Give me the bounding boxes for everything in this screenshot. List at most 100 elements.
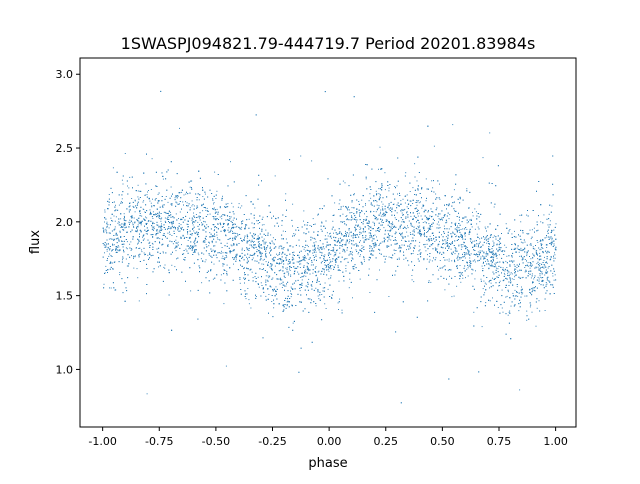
data-point bbox=[271, 295, 273, 296]
data-point bbox=[462, 228, 464, 230]
data-point bbox=[229, 251, 231, 253]
data-point bbox=[224, 270, 226, 271]
data-point bbox=[448, 260, 450, 262]
data-point bbox=[420, 233, 422, 235]
data-point bbox=[185, 280, 186, 282]
data-point bbox=[331, 297, 332, 299]
data-point bbox=[372, 254, 374, 256]
data-point bbox=[201, 222, 202, 224]
data-point bbox=[168, 294, 170, 296]
data-point bbox=[454, 253, 456, 255]
data-point bbox=[492, 277, 493, 279]
data-point bbox=[303, 265, 305, 267]
data-point bbox=[158, 247, 160, 249]
data-point bbox=[426, 188, 428, 190]
data-point bbox=[324, 271, 325, 273]
data-point bbox=[297, 266, 299, 268]
data-point bbox=[166, 219, 168, 220]
data-point bbox=[330, 268, 332, 270]
data-point bbox=[546, 272, 548, 274]
data-point bbox=[540, 258, 542, 260]
data-point bbox=[485, 260, 486, 262]
data-point bbox=[241, 205, 243, 207]
data-point bbox=[187, 211, 188, 213]
data-point bbox=[351, 212, 353, 213]
data-point bbox=[281, 253, 283, 255]
data-point bbox=[468, 221, 469, 223]
data-point bbox=[342, 180, 344, 182]
data-point bbox=[532, 253, 534, 255]
data-point bbox=[145, 216, 146, 218]
data-point bbox=[229, 252, 231, 254]
data-point bbox=[220, 274, 222, 276]
data-point bbox=[281, 279, 283, 281]
data-point bbox=[393, 203, 395, 205]
data-point bbox=[489, 300, 491, 302]
data-point bbox=[200, 258, 202, 260]
data-point bbox=[168, 219, 170, 220]
data-point bbox=[141, 249, 142, 251]
data-point bbox=[242, 256, 244, 258]
data-point bbox=[515, 271, 516, 273]
data-point bbox=[189, 248, 191, 250]
data-point bbox=[360, 227, 362, 229]
data-point bbox=[250, 213, 252, 215]
data-point bbox=[278, 225, 279, 227]
data-point bbox=[137, 277, 139, 279]
data-point bbox=[276, 288, 278, 290]
data-point bbox=[291, 294, 293, 295]
data-point bbox=[197, 289, 199, 291]
data-point bbox=[344, 258, 346, 260]
data-point bbox=[403, 254, 405, 256]
data-point bbox=[130, 241, 132, 243]
data-point bbox=[498, 254, 500, 256]
data-point bbox=[416, 200, 418, 201]
data-point bbox=[507, 291, 509, 293]
data-point bbox=[188, 248, 190, 250]
data-point bbox=[469, 228, 471, 230]
data-point bbox=[481, 265, 483, 267]
data-point bbox=[429, 235, 431, 237]
data-point bbox=[222, 222, 224, 224]
data-point bbox=[237, 235, 239, 237]
data-point bbox=[463, 255, 465, 257]
data-point bbox=[437, 243, 439, 245]
data-point bbox=[346, 249, 348, 251]
data-point bbox=[510, 282, 512, 284]
data-point bbox=[265, 295, 267, 297]
data-point bbox=[175, 250, 177, 252]
data-point bbox=[183, 258, 185, 260]
data-point bbox=[382, 224, 383, 226]
data-point bbox=[227, 215, 229, 217]
data-point bbox=[346, 215, 348, 217]
data-point bbox=[474, 240, 476, 242]
data-point bbox=[193, 230, 195, 232]
data-point bbox=[278, 247, 280, 249]
data-point bbox=[498, 285, 500, 287]
data-point bbox=[489, 263, 491, 265]
data-point bbox=[380, 242, 382, 244]
data-point bbox=[166, 217, 168, 219]
data-point bbox=[217, 238, 219, 240]
data-point bbox=[216, 231, 218, 233]
data-point bbox=[177, 241, 179, 243]
data-point bbox=[539, 274, 541, 276]
data-point bbox=[189, 233, 191, 235]
data-point bbox=[463, 217, 465, 219]
data-point bbox=[406, 249, 407, 251]
data-point bbox=[449, 214, 451, 216]
data-point bbox=[232, 206, 234, 208]
data-point bbox=[369, 232, 371, 234]
data-point bbox=[455, 223, 456, 225]
data-point bbox=[510, 272, 512, 274]
data-point bbox=[376, 236, 377, 238]
data-point bbox=[553, 244, 555, 246]
data-point bbox=[457, 225, 458, 227]
data-point bbox=[152, 198, 153, 200]
data-point bbox=[289, 298, 291, 299]
data-point bbox=[282, 251, 284, 253]
data-point bbox=[237, 234, 239, 236]
data-point bbox=[412, 203, 414, 204]
data-point bbox=[265, 256, 267, 258]
